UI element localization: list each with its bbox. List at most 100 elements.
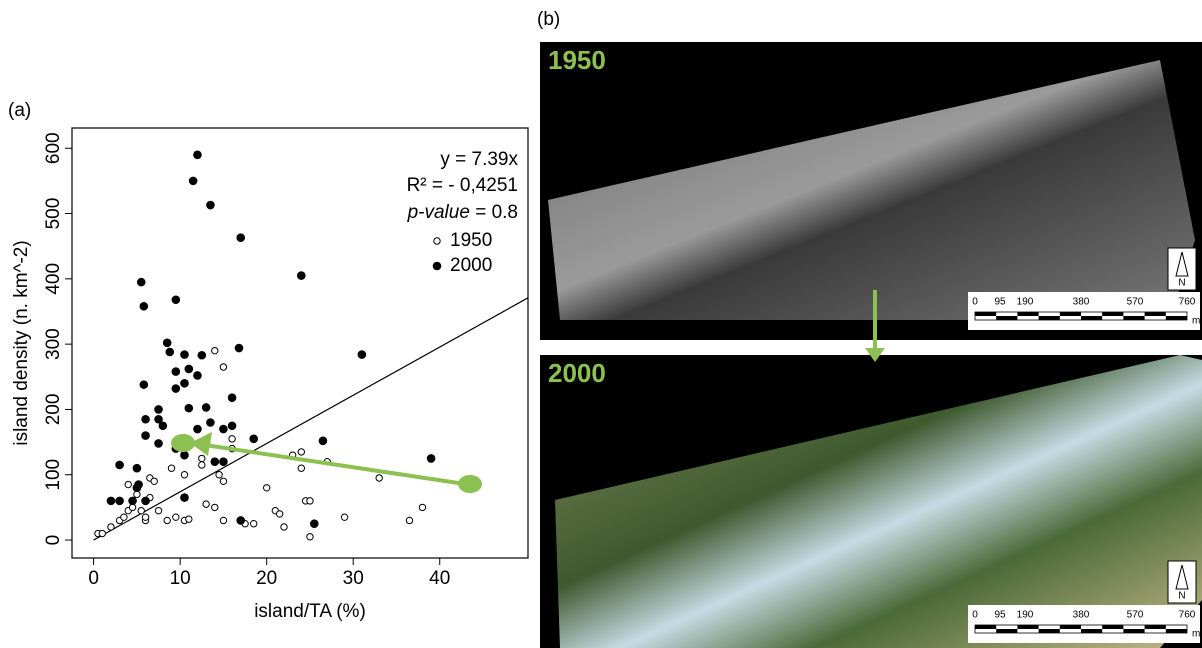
scale-segment [1123,629,1145,633]
scale-segment [1017,625,1039,629]
point [227,421,237,431]
point [180,379,189,388]
y-tick-label: 0 [43,535,64,546]
scale-outline [974,624,1188,634]
point [158,421,168,431]
point [318,436,328,446]
point [150,477,158,485]
annotation: R² = - 0,4251 [407,175,518,196]
point [139,301,149,311]
point [167,464,176,472]
scale-label: 760 [1179,297,1196,308]
point [211,346,219,355]
legend-marker [432,261,442,271]
point [236,233,246,243]
point [180,493,189,502]
point [375,474,383,482]
point [193,371,202,380]
point [162,338,172,348]
scale-segment [1059,625,1081,629]
north-arrow [1175,564,1189,590]
point [128,496,137,506]
point [188,176,198,186]
point [154,414,163,424]
scale-label: 95 [994,297,1006,308]
point [106,496,116,506]
point [154,405,163,414]
x-tick-label: 10 [170,568,191,589]
scale-unit: m [1192,316,1200,327]
point [418,503,427,512]
point [132,463,142,473]
point [137,506,145,515]
scale-segment [996,316,1018,320]
point [154,439,163,448]
point [210,457,220,466]
annotation: p-value = 0.8 [407,202,518,223]
point [185,515,193,523]
point [134,480,143,489]
north-arrow [1175,251,1189,277]
point [219,424,228,434]
legend-marker [433,237,441,245]
point [215,471,223,479]
point [227,393,237,402]
point [249,434,259,444]
scale-label: 760 [1179,610,1196,621]
point [98,529,106,538]
scale-label: 570 [1127,297,1144,308]
point [236,516,246,525]
x-axis-label: island/TA (%) [254,601,366,622]
scale-segment [1038,316,1060,320]
point [124,480,132,489]
scale-box [968,605,1200,643]
point [107,523,115,531]
y-tick-label: 100 [43,459,64,491]
point [234,343,244,353]
point [219,457,228,466]
point [206,418,215,427]
photo-label: 1950 [548,45,606,75]
scale-segment [1165,316,1187,320]
legend-label: 2000 [450,255,492,276]
point [193,150,202,160]
point [141,513,150,521]
scale-segment [996,629,1018,633]
aerial-image [555,355,1202,648]
point [120,513,128,521]
y-tick-label: 200 [43,394,64,426]
annotation: = 0.8 [470,202,518,223]
point [426,454,436,463]
scale-label: 190 [1017,297,1034,308]
scale-segment [1165,629,1187,633]
point [141,431,150,440]
scale-segment [1144,312,1166,316]
point [180,350,189,359]
scale-segment [1017,312,1039,316]
photo-label: 2000 [548,358,606,388]
point [163,516,171,525]
scale-segment [975,312,997,316]
point [193,424,202,434]
point [136,277,146,287]
point [206,200,215,210]
point [405,516,414,525]
fit-line [93,297,529,541]
north-label: N [1178,591,1185,602]
point [171,367,181,376]
point [306,533,314,541]
annotation: p-value [407,202,470,223]
trend-arrow [197,442,466,486]
point [171,384,181,393]
scale-label: 0 [972,297,978,308]
point [172,513,180,521]
scale-segment [1059,312,1081,316]
x-tick-label: 30 [343,568,364,589]
point [297,448,305,456]
point [219,477,228,485]
scale-label: 380 [1073,297,1090,308]
panel-label: (a) [8,100,31,121]
scale-segment [1123,316,1145,320]
point [201,403,211,412]
